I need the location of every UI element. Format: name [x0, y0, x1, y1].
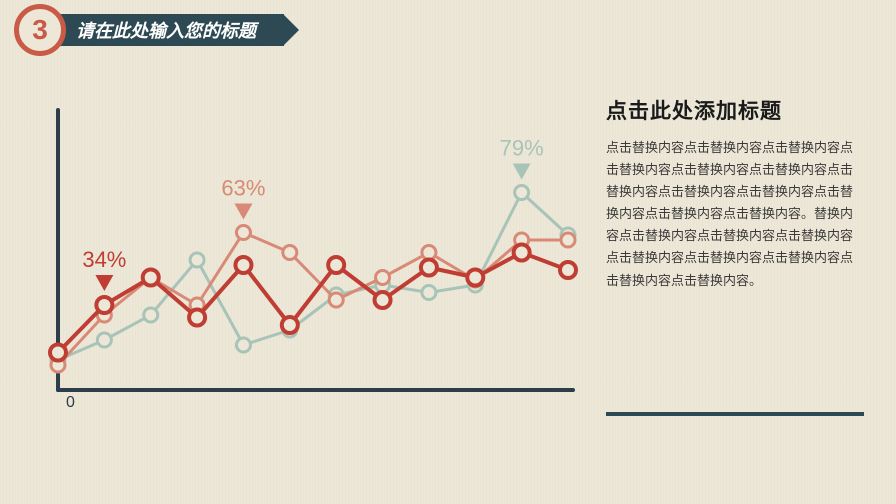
panel-title: 点击此处添加标题: [606, 95, 864, 125]
axis-origin-label: 0: [66, 394, 75, 412]
text-panel: 点击此处添加标题 点击替换内容点击替换内容点击替换内容点击替换内容点击替换内容点…: [606, 95, 864, 292]
slide-header: 3 请在此处输入您的标题: [14, 4, 284, 56]
section-number-badge: 3: [14, 4, 66, 56]
panel-body: 点击替换内容点击替换内容点击替换内容点击替换内容点击替换内容点击替换内容点击替换…: [606, 137, 864, 292]
svg-text:34%: 34%: [82, 247, 126, 272]
section-number: 3: [32, 14, 48, 46]
title-ribbon: 请在此处输入您的标题: [58, 14, 284, 46]
svg-text:63%: 63%: [221, 176, 265, 201]
line-chart: 34% 63% 79% 0: [48, 100, 578, 410]
chart-svg: 34% 63% 79%: [48, 100, 578, 410]
slide-title: 请在此处输入您的标题: [76, 17, 256, 43]
panel-underline: [606, 412, 864, 416]
svg-text:79%: 79%: [500, 136, 544, 161]
